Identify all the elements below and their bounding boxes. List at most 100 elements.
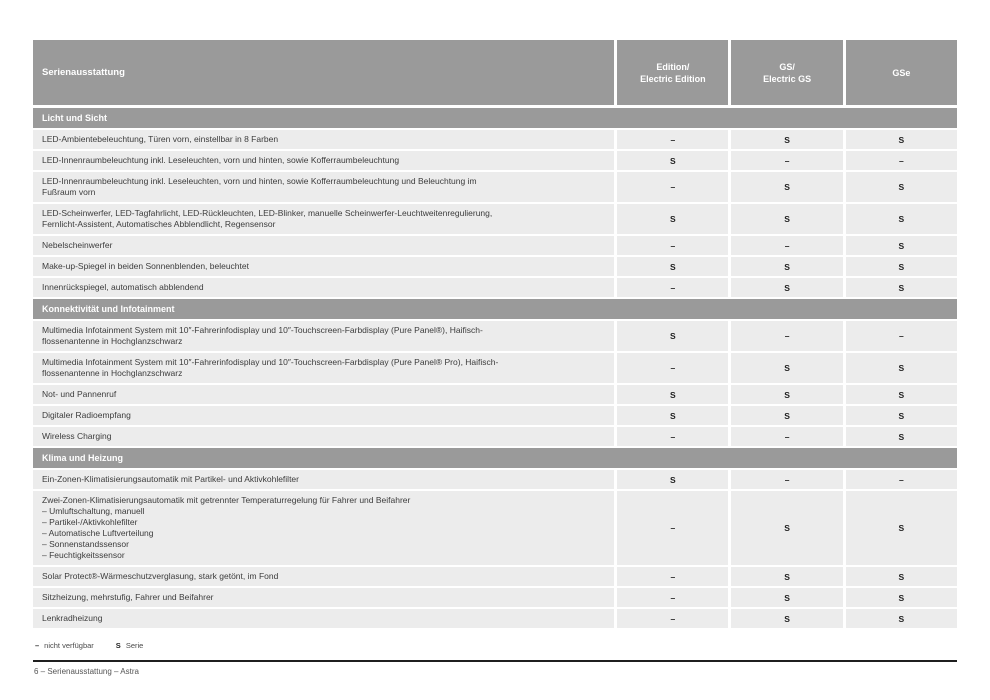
table-row: Nebelscheinwerfer – – S — [33, 236, 957, 257]
section-header: Klima und Heizung — [33, 448, 957, 470]
legend-dash-label: nicht verfügbar — [44, 641, 94, 650]
value-cell: – — [728, 470, 843, 491]
value-cell: – — [614, 236, 729, 257]
value-cell: S — [728, 609, 843, 630]
value-cell: S — [614, 406, 729, 427]
value-cell: S — [842, 236, 957, 257]
value-cell: – — [614, 491, 729, 567]
value-cell: S — [728, 172, 843, 204]
table-row: Digitaler Radioempfang S S S — [33, 406, 957, 427]
feature-cell: Make-up-Spiegel in beiden Sonnenblenden,… — [33, 257, 615, 278]
table-row: Multimedia Infotainment System mit 10″-F… — [33, 321, 957, 353]
value-cell: – — [842, 321, 957, 353]
table-row: Lenkradheizung – S S — [33, 609, 957, 630]
section-header: Licht und Sicht — [33, 108, 957, 130]
feature-cell: LED-Innenraumbeleuchtung inkl. Leseleuch… — [33, 172, 615, 204]
value-cell: – — [614, 588, 729, 609]
value-cell: S — [614, 151, 729, 172]
feature-cell: Multimedia Infotainment System mit 10″-F… — [33, 353, 615, 385]
value-cell: S — [842, 427, 957, 448]
value-cell: – — [614, 353, 729, 385]
value-cell: S — [728, 130, 843, 151]
value-cell: S — [728, 257, 843, 278]
section-konnektivitaet: Konnektivität und Infotainment Multimedi… — [33, 299, 957, 448]
value-cell: – — [728, 236, 843, 257]
value-cell: S — [728, 385, 843, 406]
section-licht-und-sicht: Licht und Sicht LED-Ambientebeleuchtung,… — [33, 108, 957, 299]
value-cell: S — [842, 278, 957, 299]
table-header: Serienausstattung Edition/ Electric Edit… — [33, 40, 957, 108]
value-cell: S — [842, 609, 957, 630]
feature-cell: Innenrückspiegel, automatisch abblendend — [33, 278, 615, 299]
feature-cell: Nebelscheinwerfer — [33, 236, 615, 257]
table-row: Solar Protect®-Wärmeschutzverglasung, st… — [33, 567, 957, 588]
section-header: Konnektivität und Infotainment — [33, 299, 957, 321]
legend-s-label: Serie — [125, 641, 144, 650]
value-cell: – — [728, 321, 843, 353]
table-row: Multimedia Infotainment System mit 10″-F… — [33, 353, 957, 385]
value-cell: – — [614, 172, 729, 204]
value-cell: S — [614, 257, 729, 278]
value-cell: S — [842, 588, 957, 609]
value-cell: – — [614, 609, 729, 630]
value-cell: – — [842, 151, 957, 172]
column-header-edition: Edition/ Electric Edition — [614, 40, 729, 108]
value-cell: S — [728, 278, 843, 299]
table-row: Innenrückspiegel, automatisch abblendend… — [33, 278, 957, 299]
table-row: LED-Innenraumbeleuchtung inkl. Leseleuch… — [33, 151, 957, 172]
table-row: Not- und Pannenruf S S S — [33, 385, 957, 406]
table-row: Wireless Charging – – S — [33, 427, 957, 448]
table-row: Zwei-Zonen-Klimatisierungsautomatik mit … — [33, 491, 957, 567]
feature-cell: Solar Protect®-Wärmeschutzverglasung, st… — [33, 567, 615, 588]
feature-cell: Lenkradheizung — [33, 609, 615, 630]
page-footer: 6 – Serienausstattung – Astra — [34, 667, 139, 676]
value-cell: S — [842, 385, 957, 406]
legend-dash-symbol: – — [35, 641, 40, 650]
value-cell: – — [842, 470, 957, 491]
value-cell: S — [614, 470, 729, 491]
value-cell: S — [842, 491, 957, 567]
value-cell: – — [614, 567, 729, 588]
table-row: Sitzheizung, mehrstufig, Fahrer und Beif… — [33, 588, 957, 609]
value-cell: – — [728, 427, 843, 448]
table-row: LED-Innenraumbeleuchtung inkl. Leseleuch… — [33, 172, 957, 204]
feature-cell: Sitzheizung, mehrstufig, Fahrer und Beif… — [33, 588, 615, 609]
value-cell: S — [728, 353, 843, 385]
table-row: LED-Ambientebeleuchtung, Türen vorn, ein… — [33, 130, 957, 151]
legend: – nicht verfügbar S Serie — [35, 641, 165, 650]
equipment-table: Serienausstattung Edition/ Electric Edit… — [33, 40, 957, 630]
feature-cell: Not- und Pannenruf — [33, 385, 615, 406]
column-header-gse: GSe — [842, 40, 957, 108]
feature-column-header: Serienausstattung — [33, 40, 615, 108]
column-header-gs: GS/ Electric GS — [728, 40, 843, 108]
feature-cell: LED-Ambientebeleuchtung, Türen vorn, ein… — [33, 130, 615, 151]
feature-cell: LED-Innenraumbeleuchtung inkl. Leseleuch… — [33, 151, 615, 172]
footer-divider — [33, 660, 957, 662]
value-cell: S — [728, 567, 843, 588]
value-cell: S — [614, 204, 729, 236]
value-cell: – — [614, 427, 729, 448]
value-cell: S — [614, 385, 729, 406]
value-cell: S — [728, 588, 843, 609]
value-cell: S — [842, 172, 957, 204]
value-cell: S — [842, 130, 957, 151]
section-klima-und-heizung: Klima und Heizung Ein-Zonen-Klimatisieru… — [33, 448, 957, 630]
feature-cell: Wireless Charging — [33, 427, 615, 448]
value-cell: S — [842, 353, 957, 385]
feature-cell: Multimedia Infotainment System mit 10″-F… — [33, 321, 615, 353]
value-cell: S — [842, 204, 957, 236]
value-cell: – — [614, 130, 729, 151]
feature-cell: Ein-Zonen-Klimatisierungsautomatik mit P… — [33, 470, 615, 491]
value-cell: S — [614, 321, 729, 353]
value-cell: S — [842, 406, 957, 427]
table-row: LED-Scheinwerfer, LED-Tagfahrlicht, LED-… — [33, 204, 957, 236]
value-cell: S — [842, 257, 957, 278]
value-cell: – — [614, 278, 729, 299]
feature-cell: Zwei-Zonen-Klimatisierungsautomatik mit … — [33, 491, 615, 567]
feature-cell: LED-Scheinwerfer, LED-Tagfahrlicht, LED-… — [33, 204, 615, 236]
value-cell: S — [728, 491, 843, 567]
table-row: Make-up-Spiegel in beiden Sonnenblenden,… — [33, 257, 957, 278]
table-row: Ein-Zonen-Klimatisierungsautomatik mit P… — [33, 470, 957, 491]
legend-s-symbol: S — [115, 641, 121, 650]
